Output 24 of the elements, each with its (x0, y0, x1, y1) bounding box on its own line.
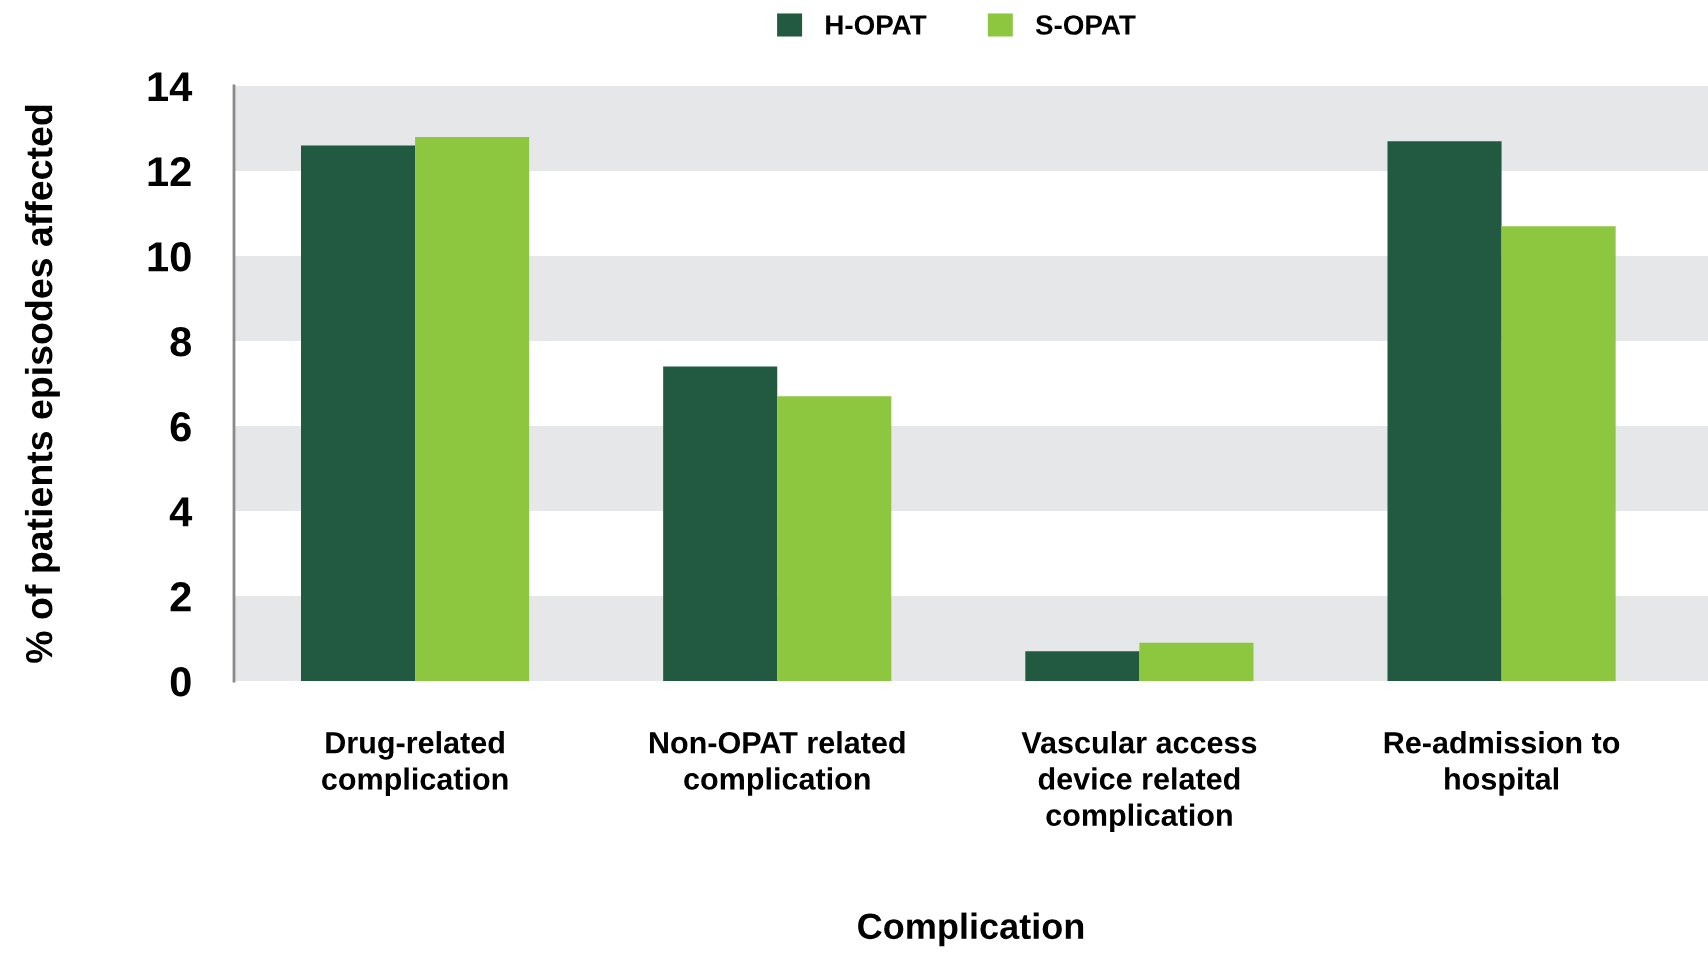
x-tick-label: Vascular access device related complication (1021, 731, 1257, 833)
x-tick-label: Non-OPAT related complication (649, 731, 905, 796)
y-tick-label: 14 (148, 72, 193, 102)
bar (1387, 141, 1502, 682)
y-axis-title: % of patients episodes affected (24, 105, 60, 663)
bar (777, 396, 892, 682)
y-tick-label: 8 (170, 327, 192, 357)
bar (663, 366, 778, 682)
x-tick-label: Re-admission to hospital (1384, 731, 1620, 796)
bar (1501, 226, 1616, 682)
bar (1025, 651, 1140, 682)
bar (301, 145, 416, 682)
y-tick-label: 6 (170, 412, 191, 442)
x-tick-label: Drug-related complication (322, 731, 508, 796)
bar (415, 137, 530, 682)
y-tick-label: 10 (148, 242, 191, 272)
y-tick-label: 12 (148, 157, 191, 187)
bar (1139, 642, 1254, 682)
legend-label: S-OPAT (1035, 15, 1136, 35)
y-tick-label: 2 (170, 582, 191, 612)
legend-label: H-OPAT (826, 15, 927, 35)
y-tick-label: 0 (170, 667, 191, 697)
x-axis-title: Complication (858, 912, 1084, 947)
y-tick-label: 4 (169, 497, 193, 527)
